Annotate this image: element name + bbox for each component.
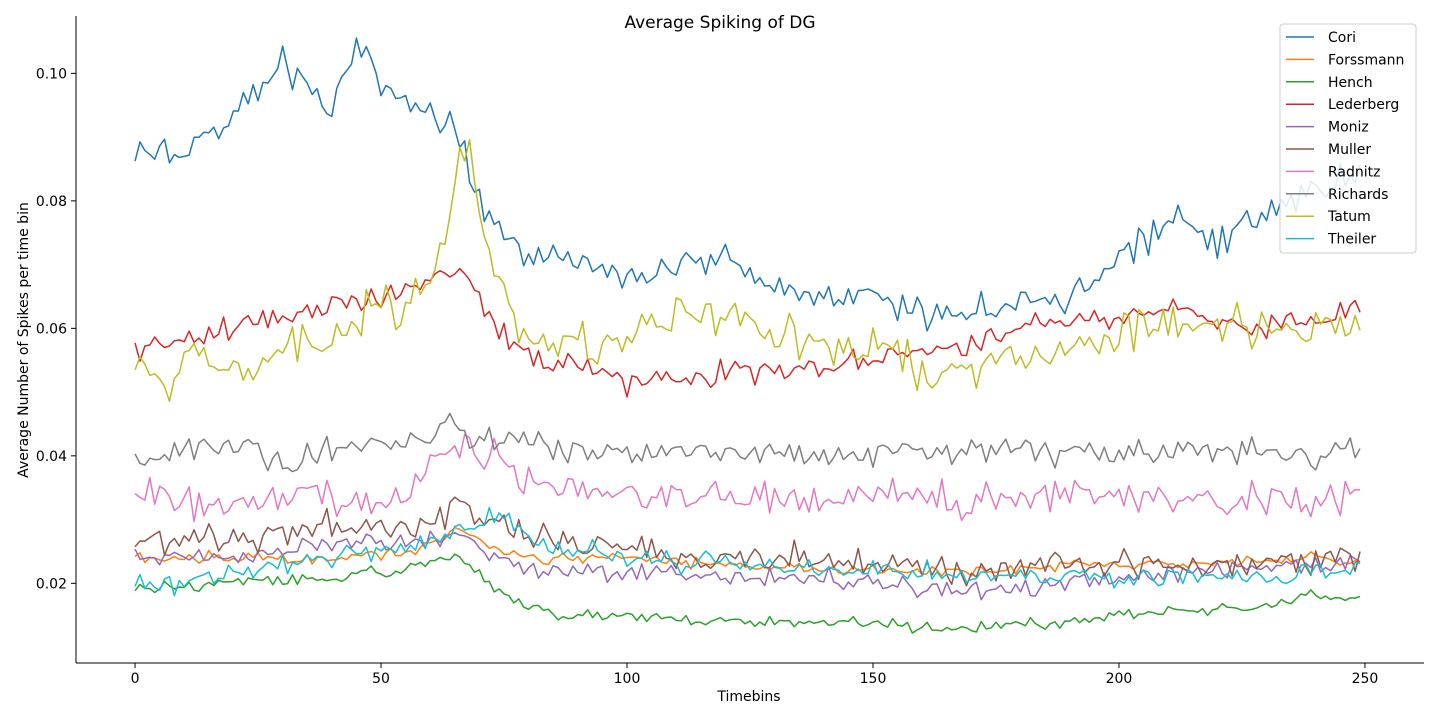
series-line-moniz <box>134 530 1361 601</box>
legend-label: Moniz <box>1328 120 1369 136</box>
series-line-tatum <box>134 138 1361 403</box>
chart-title: Average Spiking of DG <box>624 13 815 33</box>
series-line-muller <box>134 496 1361 587</box>
x-ticks: 0 50 100 150 200 250 <box>131 663 1379 687</box>
x-tick-label: 100 <box>614 671 641 687</box>
y-tick-label: 0.02 <box>36 576 67 592</box>
legend-item-lederberg: Lederberg <box>1286 97 1399 113</box>
x-tick-label: 250 <box>1352 671 1379 687</box>
legend-item-muller: Muller <box>1286 142 1371 158</box>
series-line-radnitz <box>134 433 1361 523</box>
legend-item-tatum: Tatum <box>1286 209 1371 225</box>
axes <box>75 16 1424 664</box>
legend-label: Radnitz <box>1328 164 1381 180</box>
series-line-cori <box>134 37 1361 332</box>
legend: Cori Forssmann Hench Lederberg Moniz Muller Ra… <box>1279 23 1417 254</box>
series-line-theiler <box>134 506 1361 597</box>
series-line-forssmann <box>134 526 1361 577</box>
legend-label: Forssmann <box>1328 52 1404 68</box>
legend-item-moniz: Moniz <box>1286 120 1369 136</box>
x-tick-label: 200 <box>1106 671 1133 687</box>
y-ticks: 0.02 0.04 0.06 0.08 0.10 <box>36 66 76 592</box>
legend-item-theiler: Theiler <box>1286 232 1376 248</box>
series-line-hench <box>134 553 1361 634</box>
legend-item-cori: Cori <box>1286 30 1356 46</box>
x-axis-label: Timebins <box>716 689 780 705</box>
series-line-lederberg <box>134 267 1361 398</box>
x-tick-label: 50 <box>372 671 390 687</box>
x-tick-label: 0 <box>131 671 140 687</box>
y-tick-label: 0.08 <box>36 194 67 210</box>
legend-item-radnitz: Radnitz <box>1286 164 1381 180</box>
legend-label: Tatum <box>1327 209 1371 225</box>
legend-label: Richards <box>1328 187 1388 203</box>
legend-label: Theiler <box>1327 232 1376 248</box>
legend-label: Cori <box>1328 30 1356 46</box>
x-tick-label: 150 <box>860 671 887 687</box>
y-tick-label: 0.10 <box>36 66 67 82</box>
legend-item-forssmann: Forssmann <box>1286 52 1404 68</box>
legend-item-hench: Hench <box>1286 75 1373 91</box>
legend-label: Lederberg <box>1328 97 1399 113</box>
y-tick-label: 0.06 <box>36 321 67 337</box>
y-tick-label: 0.04 <box>36 449 67 465</box>
legend-item-richards: Richards <box>1286 187 1388 203</box>
legend-label: Muller <box>1328 142 1371 158</box>
y-axis-label: Average Number of Spikes per time bin <box>16 202 32 478</box>
series-line-richards <box>134 412 1361 473</box>
series-layer <box>134 37 1361 634</box>
legend-label: Hench <box>1328 75 1373 91</box>
